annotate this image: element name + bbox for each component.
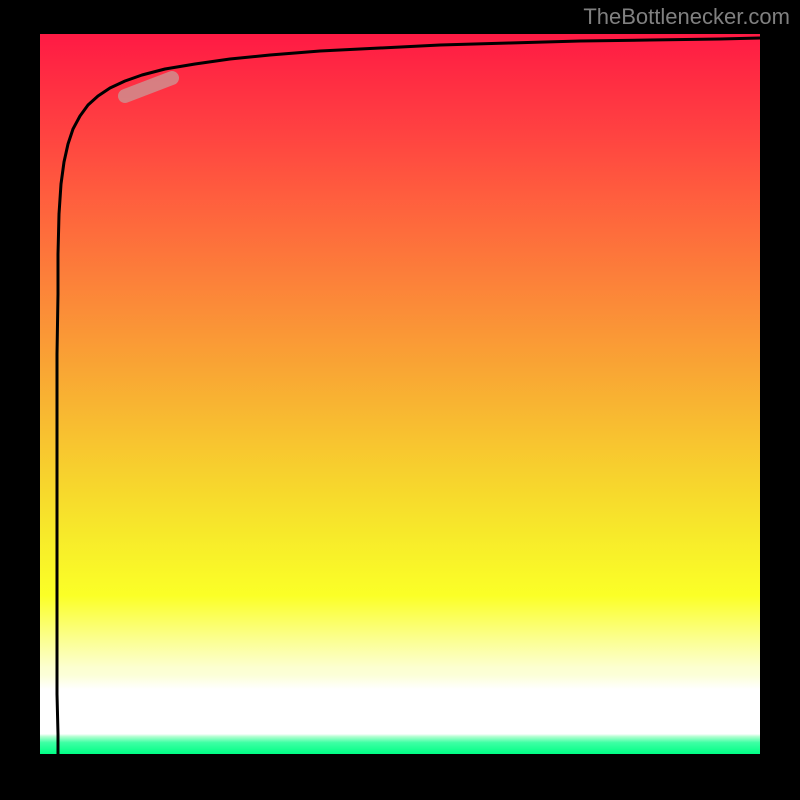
chart-container: TheBottlenecker.com xyxy=(0,0,800,800)
main-curve xyxy=(57,38,760,754)
marker-segment xyxy=(125,78,172,96)
plot-area xyxy=(40,34,760,754)
curve-svg xyxy=(40,34,760,754)
watermark-text: TheBottlenecker.com xyxy=(583,4,790,30)
